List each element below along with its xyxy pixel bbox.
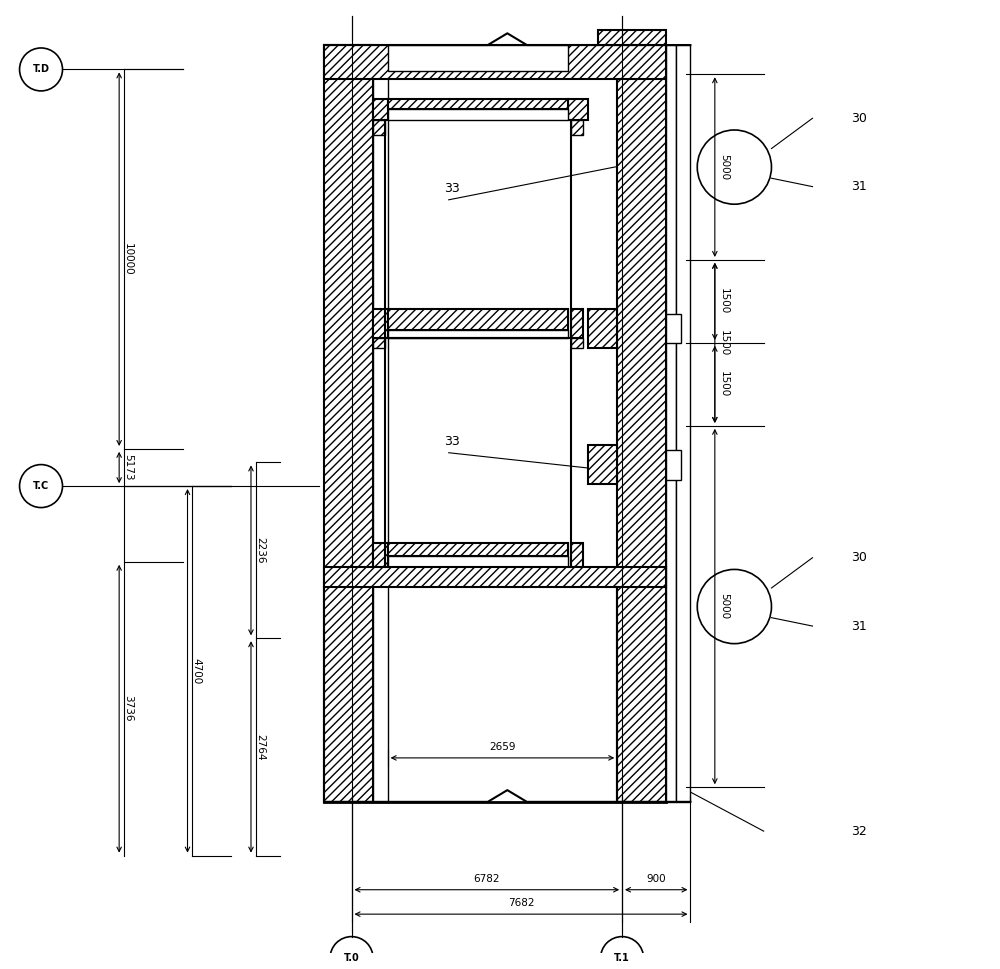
Text: 900: 900 [646,874,666,884]
Bar [666,45,676,801]
Bar [388,109,568,120]
Bar [388,556,568,568]
Text: 5000: 5000 [719,154,729,180]
Bar [666,314,681,343]
Bar [388,99,568,109]
Bar [388,309,568,330]
Text: 31: 31 [852,619,867,633]
Text: 2659: 2659 [489,742,516,752]
Text: 30: 30 [852,551,867,564]
Bar [666,451,681,480]
Text: 1500: 1500 [719,371,729,397]
Bar [571,543,583,568]
Bar [373,45,388,801]
Bar [373,120,385,135]
Text: 33: 33 [444,435,460,448]
Bar [571,120,583,135]
Text: T.D: T.D [33,65,50,75]
Text: 4700: 4700 [191,658,201,684]
Bar [588,309,617,348]
Bar [324,568,666,587]
Bar [324,45,666,79]
Bar [676,45,690,801]
Text: T.C: T.C [33,481,49,491]
Bar [373,543,388,568]
Bar [617,45,666,801]
Bar [373,99,388,120]
Bar [571,309,583,338]
Bar [598,30,666,45]
Text: 33: 33 [444,182,460,195]
Bar [388,330,568,338]
Bar [571,338,583,348]
Text: 5000: 5000 [719,593,729,619]
Text: 3736: 3736 [123,696,133,722]
Bar [588,446,617,484]
Text: 6782: 6782 [474,874,500,884]
Bar [373,338,385,348]
Bar [388,543,568,556]
Text: T.1: T.1 [614,953,630,963]
Bar [324,45,373,801]
Bar [388,45,568,72]
Text: 10000: 10000 [123,243,133,275]
Bar [373,309,388,338]
Text: 5173: 5173 [123,454,133,481]
Text: 7682: 7682 [508,898,534,908]
Text: 2764: 2764 [255,734,265,760]
Text: 1500: 1500 [719,288,729,315]
Text: T.0: T.0 [344,953,359,963]
Text: 1500: 1500 [719,329,729,356]
Bar [568,99,588,120]
Text: 31: 31 [852,180,867,193]
Text: 32: 32 [852,825,867,837]
Text: 30: 30 [852,111,867,125]
Text: 2236: 2236 [255,537,265,564]
